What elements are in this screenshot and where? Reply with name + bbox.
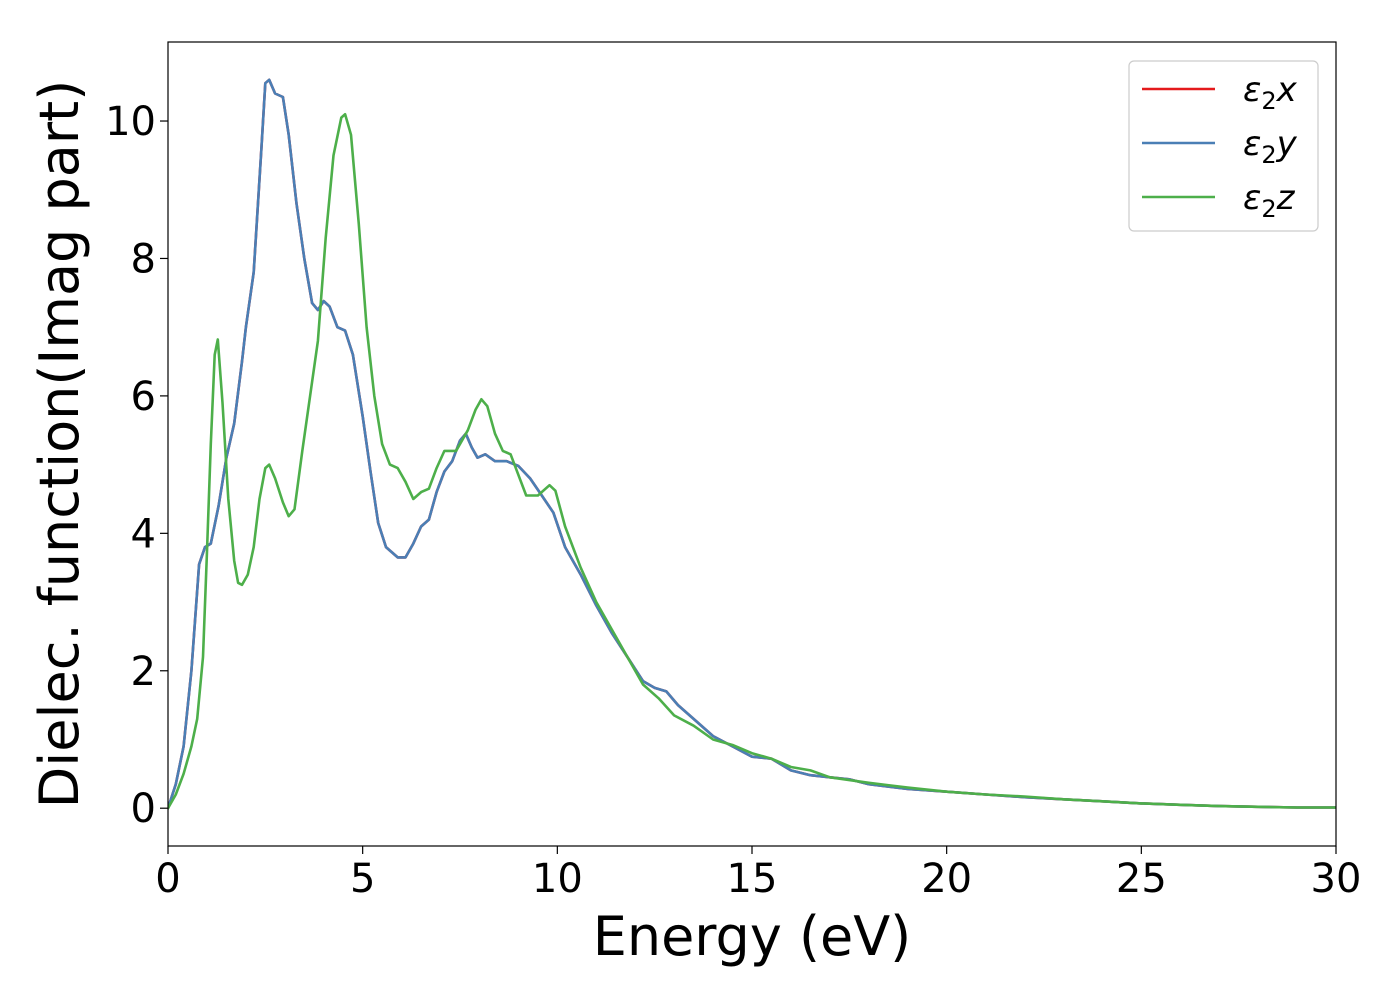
legend-box: [1128, 60, 1319, 232]
y-tick-label: 4: [131, 511, 156, 557]
series-layer: [168, 78, 1336, 810]
y-axis-ticks: 0 2 4 6 8 10: [105, 99, 168, 832]
legend: ε2x ε2y ε2z: [1128, 60, 1319, 232]
x-tick-label: 10: [532, 856, 583, 902]
legend-label-x: ε2x: [1243, 70, 1298, 115]
y-axis-label: Dielec. function(Imag part): [28, 80, 91, 809]
legend-label-y: ε2y: [1243, 124, 1298, 169]
x-tick-label: 20: [921, 856, 972, 902]
x-axis-label: Energy (eV): [593, 905, 912, 968]
legend-label-z: ε2z: [1243, 178, 1296, 223]
x-tick-label: 0: [155, 856, 180, 902]
x-axis-ticks: 0 5 10 15 20 25 30: [155, 846, 1361, 902]
y-tick-label: 8: [131, 236, 156, 282]
series-line-z: [168, 112, 1336, 810]
y-tick-label: 2: [131, 649, 156, 695]
x-tick-label: 5: [350, 856, 375, 902]
y-tick-label: 6: [131, 374, 156, 420]
y-tick-label: 10: [105, 99, 156, 145]
y-tick-label: 0: [131, 786, 156, 832]
x-tick-label: 25: [1116, 856, 1167, 902]
x-tick-label: 15: [727, 856, 778, 902]
x-tick-label: 30: [1311, 856, 1362, 902]
